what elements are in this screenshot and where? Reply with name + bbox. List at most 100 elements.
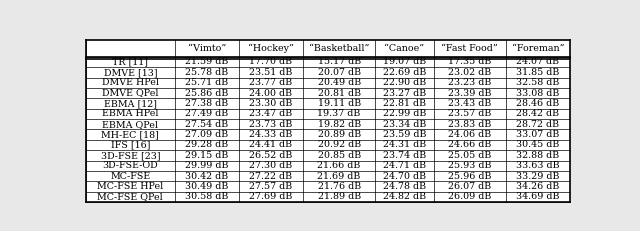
- Text: 25.78 dB: 25.78 dB: [185, 68, 228, 77]
- Bar: [506, 78, 570, 88]
- Bar: [86, 192, 175, 202]
- Text: 24.07 dB: 24.07 dB: [516, 58, 559, 67]
- Text: 24.06 dB: 24.06 dB: [448, 130, 492, 139]
- Text: 34.26 dB: 34.26 dB: [516, 182, 559, 191]
- Text: 15.17 dB: 15.17 dB: [317, 58, 361, 67]
- Bar: [375, 181, 434, 192]
- Bar: [175, 57, 239, 67]
- Bar: [303, 129, 375, 140]
- Text: 21.66 dB: 21.66 dB: [317, 161, 361, 170]
- Text: “Canoe”: “Canoe”: [385, 44, 424, 53]
- Text: 24.41 dB: 24.41 dB: [250, 140, 292, 149]
- Text: 3D-FSE [23]: 3D-FSE [23]: [100, 151, 160, 160]
- Text: 20.81 dB: 20.81 dB: [317, 88, 361, 97]
- Text: 22.69 dB: 22.69 dB: [383, 68, 426, 77]
- Bar: [239, 161, 303, 171]
- Text: 21.59 dB: 21.59 dB: [185, 58, 228, 67]
- Text: 23.83 dB: 23.83 dB: [448, 120, 492, 129]
- Text: 25.05 dB: 25.05 dB: [448, 151, 492, 160]
- Text: 25.93 dB: 25.93 dB: [448, 161, 492, 170]
- Text: “Vimto”: “Vimto”: [188, 44, 226, 53]
- Text: 34.69 dB: 34.69 dB: [516, 192, 560, 201]
- Bar: [239, 129, 303, 140]
- Bar: [239, 109, 303, 119]
- Text: 20.85 dB: 20.85 dB: [317, 151, 361, 160]
- Bar: [175, 161, 239, 171]
- Bar: [303, 109, 375, 119]
- Bar: [303, 67, 375, 78]
- Text: 33.29 dB: 33.29 dB: [516, 172, 560, 181]
- Bar: [303, 171, 375, 181]
- Text: 24.66 dB: 24.66 dB: [448, 140, 492, 149]
- Text: 19.82 dB: 19.82 dB: [317, 120, 361, 129]
- Text: 33.08 dB: 33.08 dB: [516, 88, 559, 97]
- Bar: [239, 150, 303, 161]
- Bar: [375, 129, 434, 140]
- Text: 23.43 dB: 23.43 dB: [448, 99, 492, 108]
- Text: 30.45 dB: 30.45 dB: [516, 140, 559, 149]
- Text: 20.07 dB: 20.07 dB: [317, 68, 361, 77]
- Text: 17.70 dB: 17.70 dB: [250, 58, 292, 67]
- Bar: [375, 161, 434, 171]
- Text: 27.69 dB: 27.69 dB: [250, 192, 292, 201]
- Text: 27.54 dB: 27.54 dB: [185, 120, 228, 129]
- Text: 32.58 dB: 32.58 dB: [516, 78, 559, 87]
- Bar: [303, 192, 375, 202]
- Bar: [434, 129, 506, 140]
- Text: EBMA QPel: EBMA QPel: [102, 120, 158, 129]
- Text: 19.07 dB: 19.07 dB: [383, 58, 426, 67]
- Text: 23.59 dB: 23.59 dB: [383, 130, 426, 139]
- Text: 19.11 dB: 19.11 dB: [317, 99, 361, 108]
- Bar: [239, 67, 303, 78]
- Text: 23.74 dB: 23.74 dB: [383, 151, 426, 160]
- Bar: [239, 181, 303, 192]
- Bar: [434, 98, 506, 109]
- Bar: [303, 161, 375, 171]
- Bar: [375, 119, 434, 129]
- Bar: [434, 150, 506, 161]
- Bar: [175, 109, 239, 119]
- Text: 23.73 dB: 23.73 dB: [250, 120, 292, 129]
- Text: 33.07 dB: 33.07 dB: [516, 130, 559, 139]
- Text: 23.51 dB: 23.51 dB: [250, 68, 292, 77]
- Bar: [239, 119, 303, 129]
- Text: DMVE QPel: DMVE QPel: [102, 88, 159, 97]
- Bar: [303, 150, 375, 161]
- Text: 26.07 dB: 26.07 dB: [448, 182, 492, 191]
- Bar: [303, 88, 375, 98]
- Text: 24.31 dB: 24.31 dB: [383, 140, 426, 149]
- Text: IFS [16]: IFS [16]: [111, 140, 150, 149]
- Text: 25.71 dB: 25.71 dB: [185, 78, 228, 87]
- Text: 29.99 dB: 29.99 dB: [185, 161, 228, 170]
- Bar: [434, 67, 506, 78]
- Bar: [506, 161, 570, 171]
- Bar: [175, 67, 239, 78]
- Text: 19.37 dB: 19.37 dB: [317, 109, 361, 118]
- Text: 27.49 dB: 27.49 dB: [185, 109, 228, 118]
- Text: 20.92 dB: 20.92 dB: [317, 140, 361, 149]
- Text: 31.85 dB: 31.85 dB: [516, 68, 559, 77]
- Bar: [506, 181, 570, 192]
- Text: 28.72 dB: 28.72 dB: [516, 120, 559, 129]
- Bar: [506, 192, 570, 202]
- Text: 17.35 dB: 17.35 dB: [448, 58, 492, 67]
- Bar: [86, 161, 175, 171]
- Bar: [506, 129, 570, 140]
- Bar: [86, 171, 175, 181]
- Text: MC-FSE QPel: MC-FSE QPel: [97, 192, 163, 201]
- Text: “Fast Food”: “Fast Food”: [442, 44, 498, 53]
- Bar: [375, 88, 434, 98]
- Bar: [506, 150, 570, 161]
- Bar: [506, 140, 570, 150]
- Text: 26.09 dB: 26.09 dB: [448, 192, 492, 201]
- Bar: [239, 57, 303, 67]
- Text: 21.89 dB: 21.89 dB: [317, 192, 361, 201]
- Text: 30.42 dB: 30.42 dB: [185, 172, 228, 181]
- Text: 22.81 dB: 22.81 dB: [383, 99, 426, 108]
- Text: 27.22 dB: 27.22 dB: [250, 172, 292, 181]
- Bar: [506, 57, 570, 67]
- Text: 23.27 dB: 23.27 dB: [383, 88, 426, 97]
- Text: MC-FSE HPel: MC-FSE HPel: [97, 182, 163, 191]
- Bar: [375, 40, 434, 57]
- Text: 23.30 dB: 23.30 dB: [250, 99, 292, 108]
